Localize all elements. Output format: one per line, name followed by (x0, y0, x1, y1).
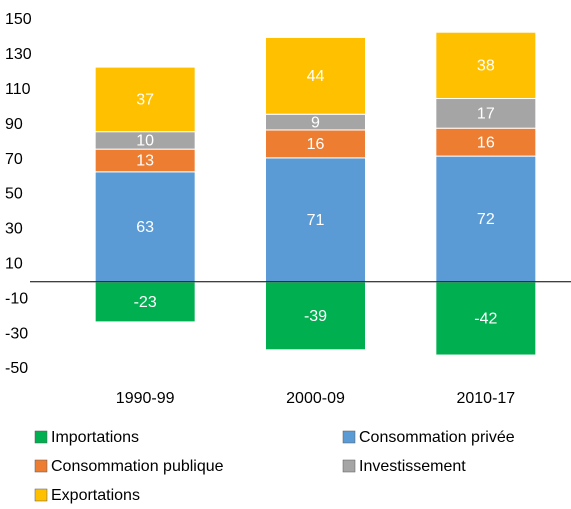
legend-label: Exportations (51, 487, 140, 504)
bar-segment (435, 31, 537, 100)
y-tick-label: -30 (5, 325, 28, 342)
legend-label: Consommation publique (51, 458, 224, 475)
legend-label: Importations (51, 429, 139, 446)
y-tick-label: 150 (5, 11, 32, 28)
data-label: -23 (134, 294, 157, 311)
y-tick-label: 30 (5, 221, 23, 238)
y-tick-label: 110 (5, 81, 31, 98)
bar-segment (265, 129, 366, 159)
data-label: 16 (307, 136, 325, 153)
data-label: 72 (477, 211, 495, 228)
data-label: 9 (311, 114, 320, 131)
legend-swatch (342, 430, 356, 444)
bar-segment (435, 127, 537, 157)
y-tick-label: 50 (5, 186, 23, 203)
legend-label: Investissement (359, 458, 466, 475)
legend-label: Consommation privée (359, 429, 515, 446)
x-tick-label: 2010-17 (456, 390, 515, 407)
bar-segment (265, 36, 366, 115)
data-label: 38 (477, 58, 495, 75)
data-label: 37 (136, 92, 154, 109)
y-tick-label: -10 (5, 290, 28, 307)
bar-segment (435, 281, 537, 356)
bar-segment (94, 171, 196, 283)
data-label: -42 (474, 311, 497, 328)
bar-segment (94, 281, 196, 323)
legend-swatch (34, 459, 48, 473)
data-label: 63 (136, 219, 154, 236)
data-label: 16 (477, 134, 495, 151)
y-tick-label: 70 (5, 151, 23, 168)
data-label: 13 (136, 153, 154, 170)
data-label: 71 (307, 212, 325, 229)
bar-segment (94, 66, 196, 133)
data-label: -39 (304, 308, 327, 325)
legend-swatch (34, 488, 48, 502)
bar-segment (435, 155, 537, 283)
data-label: 44 (307, 68, 325, 85)
legend-swatch (342, 459, 356, 473)
y-tick-label: 90 (5, 116, 23, 133)
data-label: 10 (136, 133, 154, 150)
x-tick-label: 2000-09 (286, 390, 345, 407)
x-tick-label: 1990-99 (116, 390, 175, 407)
data-label: 17 (477, 106, 495, 123)
y-tick-label: 130 (5, 46, 32, 63)
y-tick-label: 10 (5, 256, 23, 273)
legend-swatch (34, 430, 48, 444)
bar-segment (265, 157, 366, 283)
y-tick-label: -50 (5, 360, 28, 377)
